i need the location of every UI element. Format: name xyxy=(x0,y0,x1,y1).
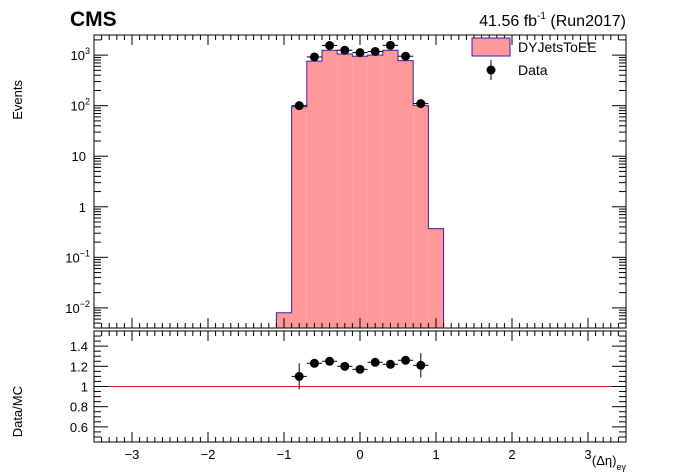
ratio-point xyxy=(340,361,350,371)
ratio-point xyxy=(355,364,365,374)
lumi-value: 41.56 fb xyxy=(479,13,537,30)
main-ylabel: Events xyxy=(10,80,25,120)
experiment-label: CMS xyxy=(70,8,117,31)
ratio-xtick-label: 3 xyxy=(584,447,591,462)
legend-label-data: Data xyxy=(518,62,548,78)
main-ytick-label: 103 xyxy=(71,46,90,63)
xlabel-subscript: eγ xyxy=(616,462,626,472)
data-point xyxy=(355,48,365,58)
ratio-point xyxy=(309,358,319,368)
legend-swatch-dyjets xyxy=(471,37,511,57)
hist-bar xyxy=(428,228,444,328)
ratio-xtick-label: 1 xyxy=(432,447,439,462)
ratio-xlabel: (Δη)eγ xyxy=(592,453,627,472)
ytick-base: 10 xyxy=(71,99,85,114)
data-point xyxy=(416,99,426,109)
data-point xyxy=(385,40,395,50)
hist-bar xyxy=(291,106,307,328)
legend: DYJetsToEE Data xyxy=(471,37,597,80)
ytick-base: 10 xyxy=(65,301,79,316)
main-ytick-label: 1 xyxy=(79,200,86,215)
lumi-exponent: -1 xyxy=(537,11,546,22)
hist-bar xyxy=(398,60,414,328)
ratio-panel: 0.6 0.8 1 1.2 1.4 −3 −2 −1 0 1 2 3 xyxy=(70,330,627,462)
ratio-xtick-label: −2 xyxy=(201,447,216,462)
ytick-base: 10 xyxy=(72,149,86,164)
main-ytick-label: 102 xyxy=(71,97,90,114)
ratio-point xyxy=(401,355,411,365)
ytick-base: 1 xyxy=(79,200,86,215)
hist-bar xyxy=(382,50,398,328)
main-ytick-label: 10 xyxy=(72,149,86,164)
ytick-exponent: 2 xyxy=(85,97,90,107)
data-point xyxy=(401,51,411,61)
hist-bar xyxy=(337,54,353,329)
legend-label-dyjets: DYJetsToEE xyxy=(518,39,597,55)
ytick-exponent: −2 xyxy=(80,299,90,309)
ratio-xtick-label: −3 xyxy=(125,447,140,462)
ytick-base: 10 xyxy=(65,250,79,265)
ratio-ytick-label: 1 xyxy=(81,380,88,395)
hist-bar xyxy=(306,61,322,329)
ratio-point xyxy=(385,359,395,369)
ratio-point xyxy=(416,360,426,370)
ratio-xtick-label: 2 xyxy=(508,447,515,462)
ytick-exponent: 3 xyxy=(85,46,90,56)
hist-bar xyxy=(322,50,338,328)
ratio-xtick-label: −1 xyxy=(277,447,292,462)
xlabel-main: (Δη) xyxy=(592,453,617,468)
ratio-xtick-label: 0 xyxy=(356,447,363,462)
ratio-ytick-label: 1.2 xyxy=(70,359,88,374)
hist-bar xyxy=(352,56,368,329)
data-point xyxy=(325,40,335,50)
ratio-ytick-label: 0.6 xyxy=(70,420,88,435)
run-label: (Run2017) xyxy=(546,13,626,30)
ytick-exponent: −1 xyxy=(80,248,90,258)
luminosity-label: 41.56 fb-1 (Run2017) xyxy=(479,11,626,30)
ratio-ylabel: Data/MC xyxy=(10,386,25,437)
data-point xyxy=(309,52,319,62)
ratio-ytick-label: 1.4 xyxy=(70,339,88,354)
ratio-point xyxy=(325,356,335,366)
ratio-point xyxy=(370,357,380,367)
legend-marker-data xyxy=(486,65,496,75)
data-point xyxy=(294,101,304,111)
data-point xyxy=(370,46,380,56)
hist-bar xyxy=(413,105,429,328)
main-ytick-label: 10−2 xyxy=(65,299,90,316)
data-point xyxy=(340,45,350,55)
main-ytick-label: 10−1 xyxy=(65,248,90,265)
hist-bar xyxy=(367,55,383,328)
ratio-point xyxy=(294,371,304,381)
ratio-ytick-label: 0.8 xyxy=(70,400,88,415)
ytick-base: 10 xyxy=(71,48,85,63)
